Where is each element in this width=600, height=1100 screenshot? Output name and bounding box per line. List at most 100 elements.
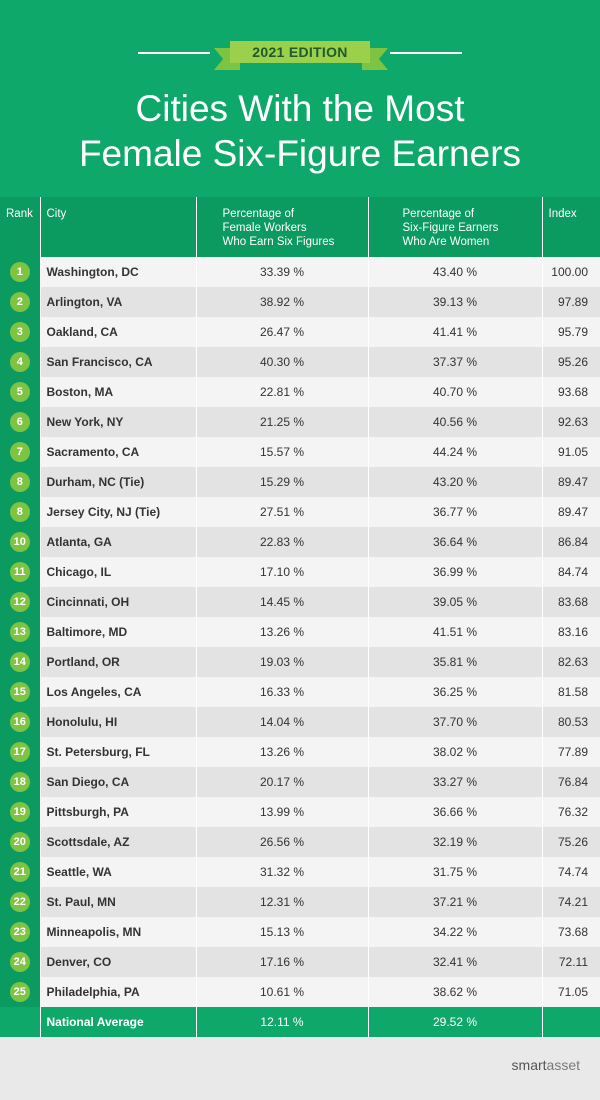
page-title: Cities With the Most Female Six-Figure E… — [0, 86, 600, 176]
pct-women-earners-cell: 36.99 % — [368, 557, 543, 587]
pct-women-earners-cell: 35.81 % — [368, 647, 543, 677]
rank-badge: 7 — [9, 442, 30, 462]
rank-cell: 10 — [0, 527, 41, 557]
city-cell: Chicago, IL — [40, 557, 197, 587]
pct-female-workers-cell: 15.29 % — [196, 467, 369, 497]
index-cell: 95.26 — [542, 347, 600, 377]
rank-cell: 8 — [0, 467, 41, 497]
index-cell: 72.11 — [542, 947, 600, 977]
pct-women-earners-cell: 43.20 % — [368, 467, 543, 497]
city-cell: Denver, CO — [40, 947, 197, 977]
city-cell: Philadelphia, PA — [40, 977, 197, 1007]
rank-badge: 1 — [9, 262, 30, 282]
index-cell: 77.89 — [542, 737, 600, 767]
rank-badge: 15 — [9, 682, 30, 702]
column-header-index: Index — [542, 197, 600, 257]
city-cell: Jersey City, NJ (Tie) — [40, 497, 197, 527]
rank-cell: 19 — [0, 797, 41, 827]
column-header-pct-women-line: Percentage of — [402, 208, 475, 220]
index-cell: 82.63 — [542, 647, 600, 677]
rank-badge: 19 — [9, 802, 30, 822]
index-cell: 89.47 — [542, 467, 600, 497]
index-cell: 80.53 — [542, 707, 600, 737]
pct-female-workers-cell: 26.56 % — [196, 827, 369, 857]
rank-cell: 25 — [0, 977, 41, 1007]
pct-female-workers-cell: 26.47 % — [196, 317, 369, 347]
table-row: 11 Chicago, IL 17.10 % 36.99 % 84.74 — [0, 557, 600, 587]
rank-badge: 24 — [9, 952, 30, 972]
edition-divider-left — [138, 52, 210, 54]
index-cell: 76.32 — [542, 797, 600, 827]
rank-cell: 14 — [0, 647, 41, 677]
rank-badge: 25 — [9, 982, 30, 1002]
rank-badge: 22 — [9, 892, 30, 912]
city-cell: San Francisco, CA — [40, 347, 197, 377]
city-cell: Portland, OR — [40, 647, 197, 677]
rankings-table: Rank City Percentage of Female Workers W… — [0, 197, 600, 1037]
city-cell: Washington, DC — [40, 257, 197, 287]
rank-cell: 15 — [0, 677, 41, 707]
table-body: 1 Washington, DC 33.39 % 43.40 % 100.00 2 Arli… — [0, 257, 600, 1037]
rank-cell: 3 — [0, 317, 41, 347]
title-line-1: Cities With the Most — [135, 88, 465, 129]
pct-female-workers-cell: 27.51 % — [196, 497, 369, 527]
table-row: 3 Oakland, CA 26.47 % 41.41 % 95.79 — [0, 317, 600, 347]
table-row: 1 Washington, DC 33.39 % 43.40 % 100.00 — [0, 257, 600, 287]
avg-index-cell — [542, 1007, 600, 1037]
pct-female-workers-cell: 20.17 % — [196, 767, 369, 797]
index-cell: 91.05 — [542, 437, 600, 467]
rank-badge: 18 — [9, 772, 30, 792]
avg-rank-cell — [0, 1007, 41, 1037]
rank-badge: 20 — [9, 832, 30, 852]
city-cell: Arlington, VA — [40, 287, 197, 317]
national-average-pct-female: 12.11 % — [196, 1007, 369, 1037]
rank-cell: 8 — [0, 497, 41, 527]
pct-female-workers-cell: 15.13 % — [196, 917, 369, 947]
city-cell: Los Angeles, CA — [40, 677, 197, 707]
rank-badge: 11 — [9, 562, 30, 582]
city-cell: Minneapolis, MN — [40, 917, 197, 947]
index-cell: 75.26 — [542, 827, 600, 857]
national-average-pct-women: 29.52 % — [368, 1007, 543, 1037]
pct-female-workers-cell: 15.57 % — [196, 437, 369, 467]
pct-women-earners-cell: 41.51 % — [368, 617, 543, 647]
city-cell: Oakland, CA — [40, 317, 197, 347]
table-row: 13 Baltimore, MD 13.26 % 41.51 % 83.16 — [0, 617, 600, 647]
index-cell: 84.74 — [542, 557, 600, 587]
rank-badge: 8 — [9, 472, 30, 492]
pct-female-workers-cell: 13.26 % — [196, 617, 369, 647]
pct-female-workers-cell: 10.61 % — [196, 977, 369, 1007]
city-cell: New York, NY — [40, 407, 197, 437]
rank-cell: 11 — [0, 557, 41, 587]
rank-badge: 5 — [9, 382, 30, 402]
pct-female-workers-cell: 22.83 % — [196, 527, 369, 557]
pct-women-earners-cell: 40.70 % — [368, 377, 543, 407]
column-header-pct-women-line: Six-Figure Earners — [402, 222, 499, 234]
rank-cell: 22 — [0, 887, 41, 917]
rank-badge: 2 — [9, 292, 30, 312]
city-cell: Pittsburgh, PA — [40, 797, 197, 827]
pct-women-earners-cell: 44.24 % — [368, 437, 543, 467]
column-header-pct-female-workers: Percentage of Female Workers Who Earn Si… — [196, 197, 369, 257]
table-row: 24 Denver, CO 17.16 % 32.41 % 72.11 — [0, 947, 600, 977]
title-line-2: Female Six-Figure Earners — [78, 133, 522, 174]
column-header-pct-female-line: Percentage of — [222, 208, 295, 220]
table-row: 18 San Diego, CA 20.17 % 33.27 % 76.84 — [0, 767, 600, 797]
index-cell: 76.84 — [542, 767, 600, 797]
index-cell: 100.00 — [542, 257, 600, 287]
rank-badge: 3 — [9, 322, 30, 342]
pct-women-earners-cell: 39.05 % — [368, 587, 543, 617]
rank-badge: 13 — [9, 622, 30, 642]
table-row: 20 Scottsdale, AZ 26.56 % 32.19 % 75.26 — [0, 827, 600, 857]
pct-women-earners-cell: 39.13 % — [368, 287, 543, 317]
table-row: 22 St. Paul, MN 12.31 % 37.21 % 74.21 — [0, 887, 600, 917]
rank-cell: 2 — [0, 287, 41, 317]
city-cell: St. Paul, MN — [40, 887, 197, 917]
header: 2021 EDITION Cities With the Most Female… — [0, 0, 600, 197]
rank-badge: 6 — [9, 412, 30, 432]
pct-female-workers-cell: 33.39 % — [196, 257, 369, 287]
pct-female-workers-cell: 17.16 % — [196, 947, 369, 977]
index-cell: 83.68 — [542, 587, 600, 617]
pct-female-workers-cell: 14.45 % — [196, 587, 369, 617]
table-row: 17 St. Petersburg, FL 13.26 % 38.02 % 77.89 — [0, 737, 600, 767]
